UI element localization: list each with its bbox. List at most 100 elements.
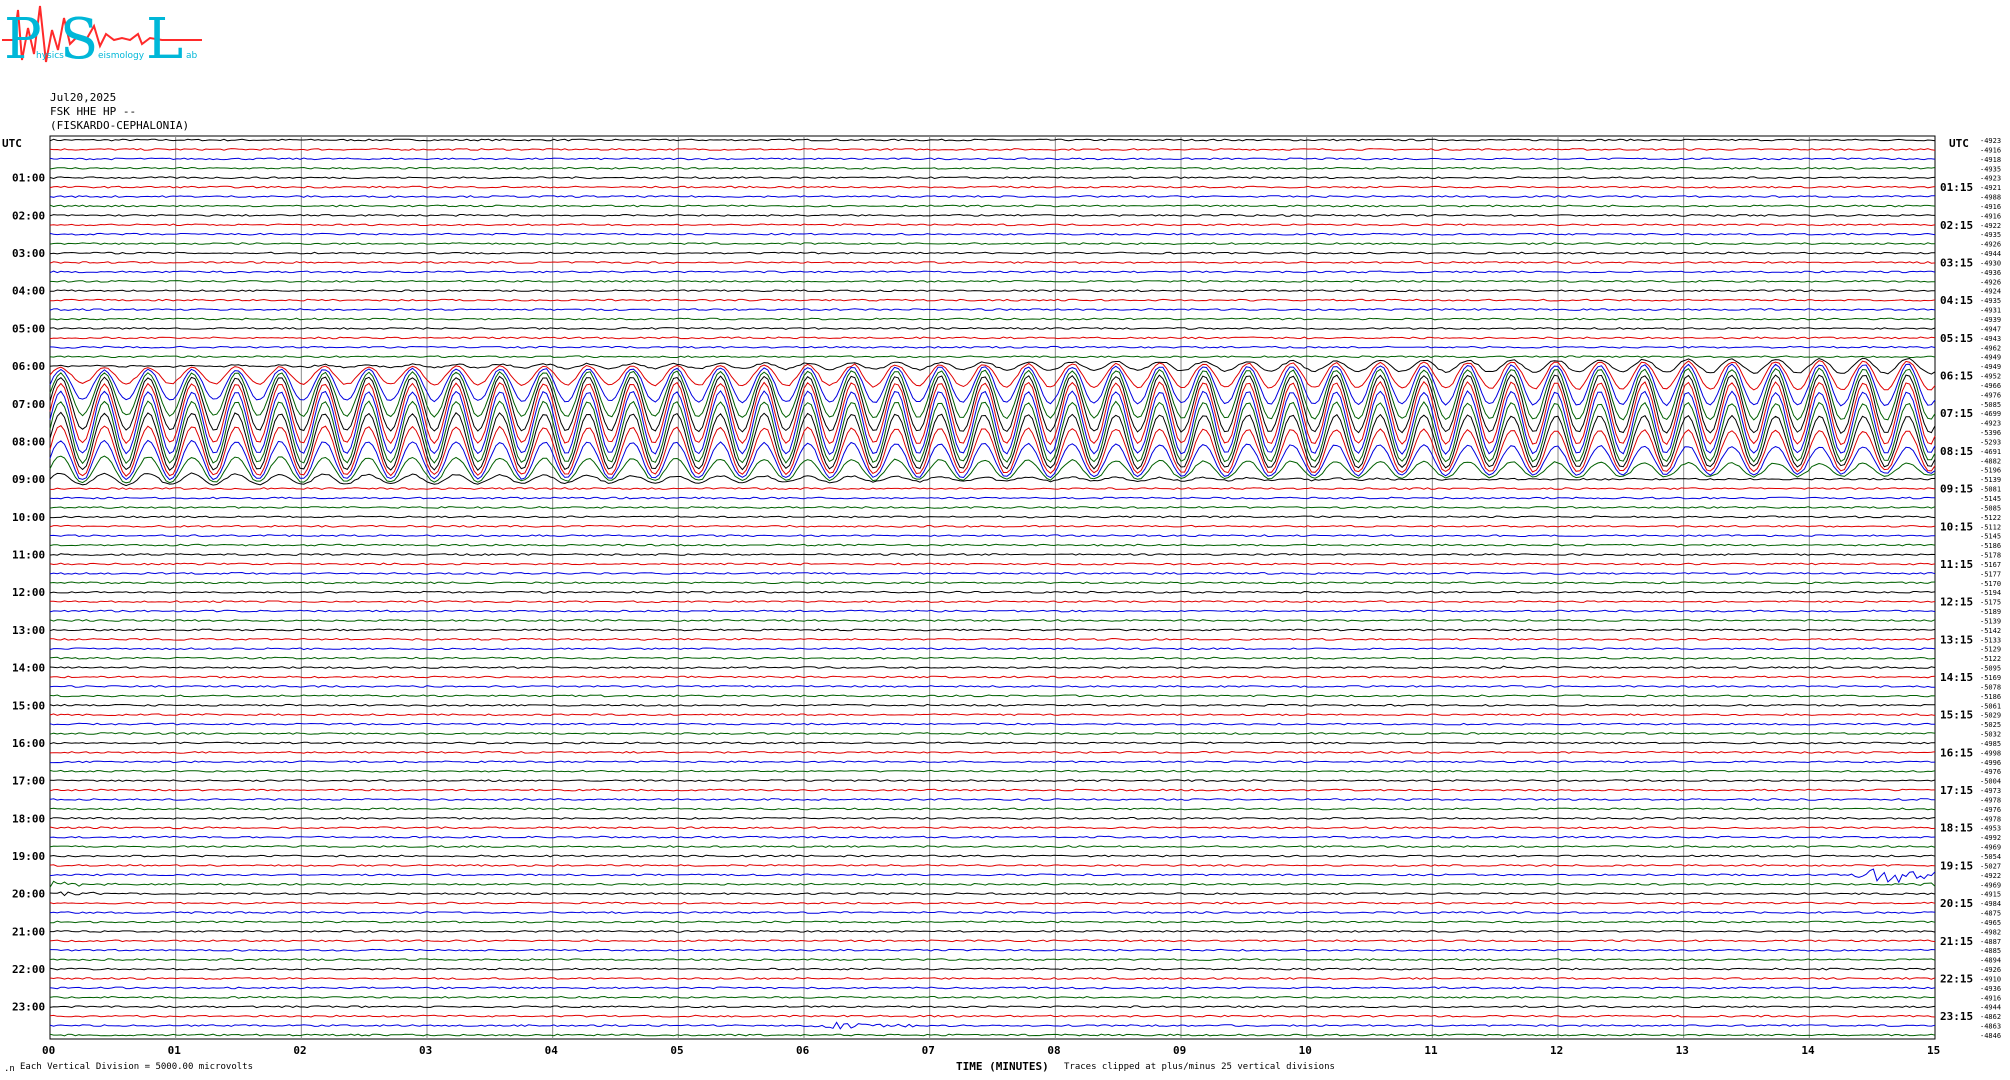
plot-frame xyxy=(49,135,1936,1040)
x-tick-label: 02 xyxy=(293,1044,306,1057)
trace-68 xyxy=(49,779,1936,783)
trace-21 xyxy=(49,336,1936,340)
baseline-value: -4926 xyxy=(1980,241,2001,249)
baseline-value: -4943 xyxy=(1980,335,2001,343)
baseline-value: -5293 xyxy=(1980,438,2001,446)
hour-label-right: 04:15 xyxy=(1940,294,1973,307)
trace-2 xyxy=(49,157,1936,161)
trace-34 xyxy=(49,439,1936,481)
baseline-value: -5139 xyxy=(1980,476,2001,484)
trace-31 xyxy=(49,400,1936,465)
baseline-value: -5081 xyxy=(1980,486,2001,494)
baseline-value: -5169 xyxy=(1980,674,2001,682)
baseline-value: -4966 xyxy=(1980,382,2001,390)
baseline-value: -4882 xyxy=(1980,457,2001,465)
trace-71 xyxy=(49,807,1936,811)
trace-26 xyxy=(49,363,1936,407)
header-station: FSK HHE HP -- xyxy=(50,105,137,118)
trace-80 xyxy=(49,891,1936,897)
trace-29 xyxy=(49,380,1936,446)
baseline-value: -5032 xyxy=(1980,731,2001,739)
trace-79 xyxy=(49,880,1936,888)
baseline-value: -4969 xyxy=(1980,881,2001,889)
baseline-value: -4910 xyxy=(1980,975,2001,983)
baseline-value: -5133 xyxy=(1980,636,2001,644)
baseline-value: -5112 xyxy=(1980,523,2001,531)
logo-wave xyxy=(2,5,202,63)
baseline-value: -4915 xyxy=(1980,891,2001,899)
baseline-value: -4699 xyxy=(1980,410,2001,418)
logo-word-3: ab xyxy=(186,51,198,61)
x-tick-label: 09 xyxy=(1173,1044,1186,1057)
trace-82 xyxy=(49,911,1936,914)
baseline-value: -4846 xyxy=(1980,1032,2001,1040)
hour-label-right: 03:15 xyxy=(1940,256,1973,269)
trace-9 xyxy=(49,223,1936,227)
trace-54 xyxy=(49,647,1936,651)
trace-40 xyxy=(50,515,1936,519)
baseline-value: -4969 xyxy=(1980,844,2001,852)
trace-5 xyxy=(49,185,1936,189)
baseline-value: -5145 xyxy=(1980,533,2001,541)
hour-label-right: 17:15 xyxy=(1940,784,1973,797)
trace-45 xyxy=(49,562,1936,566)
hour-label-right: 10:15 xyxy=(1940,520,1973,533)
baseline-value: -4922 xyxy=(1980,222,2001,230)
trace-53 xyxy=(50,637,1936,641)
baseline-value: -5085 xyxy=(1980,504,2001,512)
trace-25 xyxy=(49,360,1936,391)
baseline-value: -4863 xyxy=(1980,1023,2001,1031)
hour-label-left: 08:00 xyxy=(12,435,45,448)
trace-38 xyxy=(49,496,1936,500)
baseline-value: -5054 xyxy=(1980,853,2001,861)
baseline-value: -4930 xyxy=(1980,259,2001,267)
hour-label-left: 18:00 xyxy=(12,812,45,825)
hour-label-left: 01:00 xyxy=(12,172,45,185)
trace-19 xyxy=(49,317,1936,321)
logo-word-2: eismology xyxy=(98,51,145,61)
trace-61 xyxy=(49,713,1936,717)
scale-note: Each Vertical Division = 5000.00 microvo… xyxy=(20,1062,253,1072)
baseline-value: -4973 xyxy=(1980,787,2001,795)
hour-label-left: 13:00 xyxy=(12,624,45,637)
trace-69 xyxy=(49,788,1936,792)
x-axis-title: TIME (MINUTES) xyxy=(956,1060,1049,1073)
hour-label-right: 22:15 xyxy=(1940,972,1973,985)
hour-label-right: 15:15 xyxy=(1940,709,1973,722)
baseline-value: -4939 xyxy=(1980,316,2001,324)
trace-41 xyxy=(49,524,1936,528)
trace-87 xyxy=(49,958,1936,962)
baseline-value: -4926 xyxy=(1980,966,2001,974)
x-tick-label: 06 xyxy=(796,1044,810,1057)
right-axis-title: UTC xyxy=(1949,137,1969,150)
baseline-value: -4887 xyxy=(1980,938,2001,946)
x-tick-label: 14 xyxy=(1801,1044,1815,1057)
trace-66 xyxy=(50,760,1936,764)
hour-label-right: 09:15 xyxy=(1940,483,1973,496)
hour-label-left: 11:00 xyxy=(12,549,45,562)
hour-label-left: 05:00 xyxy=(12,322,45,335)
trace-14 xyxy=(49,270,1936,274)
trace-59 xyxy=(49,694,1936,698)
clip-note: Traces clipped at plus/minus 25 vertical… xyxy=(1064,1062,1335,1072)
trace-58 xyxy=(49,685,1935,688)
baseline-value: -4996 xyxy=(1980,759,2001,767)
trace-12 xyxy=(49,251,1936,255)
x-tick-label: 00 xyxy=(42,1044,55,1057)
baseline-value: -5139 xyxy=(1980,617,2001,625)
hour-label-right: 06:15 xyxy=(1940,370,1973,383)
baseline-value: -4944 xyxy=(1980,1004,2001,1012)
trace-91 xyxy=(49,995,1936,999)
trace-76 xyxy=(49,854,1936,858)
baseline-value: -5177 xyxy=(1980,570,2001,578)
trace-47 xyxy=(49,581,1936,585)
baseline-value: -4916 xyxy=(1980,994,2001,1002)
baseline-value: -4916 xyxy=(1980,203,2001,211)
header-location: (FISKARDO-CEPHALONIA) xyxy=(50,119,190,132)
baseline-value: -4926 xyxy=(1980,278,2001,286)
hour-label-left: 07:00 xyxy=(12,398,45,411)
trace-51 xyxy=(49,619,1936,622)
hour-label-right: 11:15 xyxy=(1940,558,1973,571)
baseline-value: -5167 xyxy=(1980,561,2001,569)
hour-label-right: 18:15 xyxy=(1940,822,1973,835)
